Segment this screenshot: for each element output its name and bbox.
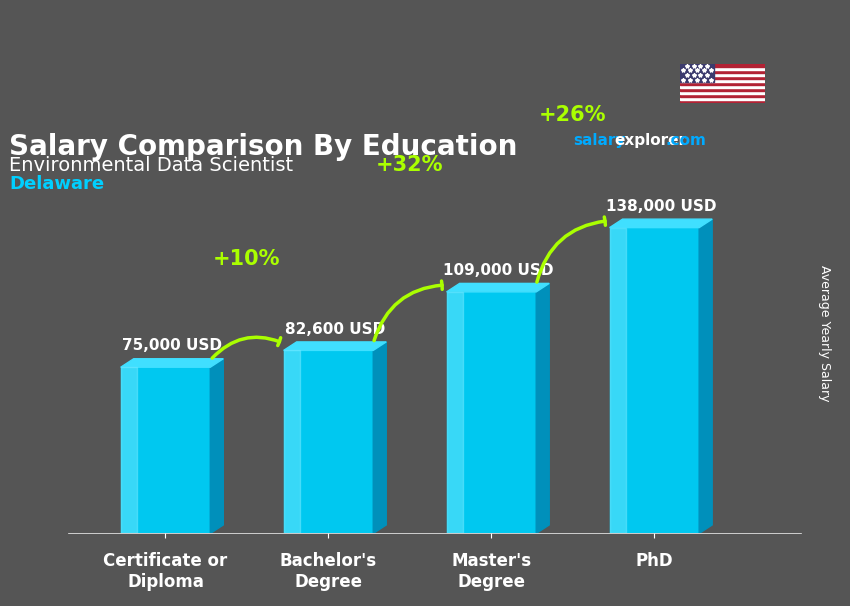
Bar	[446, 292, 462, 533]
Text: +32%: +32%	[377, 155, 444, 175]
Text: 75,000 USD: 75,000 USD	[122, 338, 222, 353]
Polygon shape	[121, 359, 224, 367]
Text: Average Yearly Salary: Average Yearly Salary	[818, 265, 831, 402]
Bar	[680, 88, 765, 91]
Bar	[121, 367, 137, 533]
Bar	[284, 350, 373, 533]
Polygon shape	[536, 284, 549, 533]
Text: 138,000 USD: 138,000 USD	[605, 199, 716, 214]
Bar	[680, 79, 765, 82]
Bar	[680, 73, 765, 76]
Text: .com: .com	[666, 133, 706, 148]
Polygon shape	[609, 219, 712, 228]
Bar	[680, 85, 765, 88]
Polygon shape	[210, 359, 224, 533]
Bar	[609, 228, 626, 533]
Text: explorer: explorer	[614, 133, 686, 148]
Bar	[680, 70, 765, 73]
Text: +26%: +26%	[539, 105, 607, 125]
Text: 109,000 USD: 109,000 USD	[443, 263, 553, 278]
Bar	[284, 350, 300, 533]
Bar	[446, 292, 536, 533]
Bar	[680, 64, 765, 67]
Text: +10%: +10%	[213, 249, 280, 269]
Bar	[680, 91, 765, 94]
Text: salary: salary	[574, 133, 626, 148]
Polygon shape	[446, 284, 549, 292]
Bar	[680, 94, 765, 97]
Text: 82,600 USD: 82,600 USD	[285, 322, 385, 336]
Text: Salary Comparison By Education: Salary Comparison By Education	[9, 133, 518, 161]
Polygon shape	[700, 219, 712, 533]
Text: Delaware: Delaware	[9, 175, 105, 193]
Bar	[680, 82, 765, 85]
Bar	[609, 228, 700, 533]
Polygon shape	[373, 342, 386, 533]
Polygon shape	[284, 342, 386, 350]
Bar	[680, 100, 765, 103]
Bar	[680, 67, 765, 70]
Text: Environmental Data Scientist: Environmental Data Scientist	[9, 156, 293, 175]
Bar	[680, 76, 765, 79]
Bar	[680, 97, 765, 100]
Bar	[121, 367, 210, 533]
Bar	[680, 64, 714, 82]
